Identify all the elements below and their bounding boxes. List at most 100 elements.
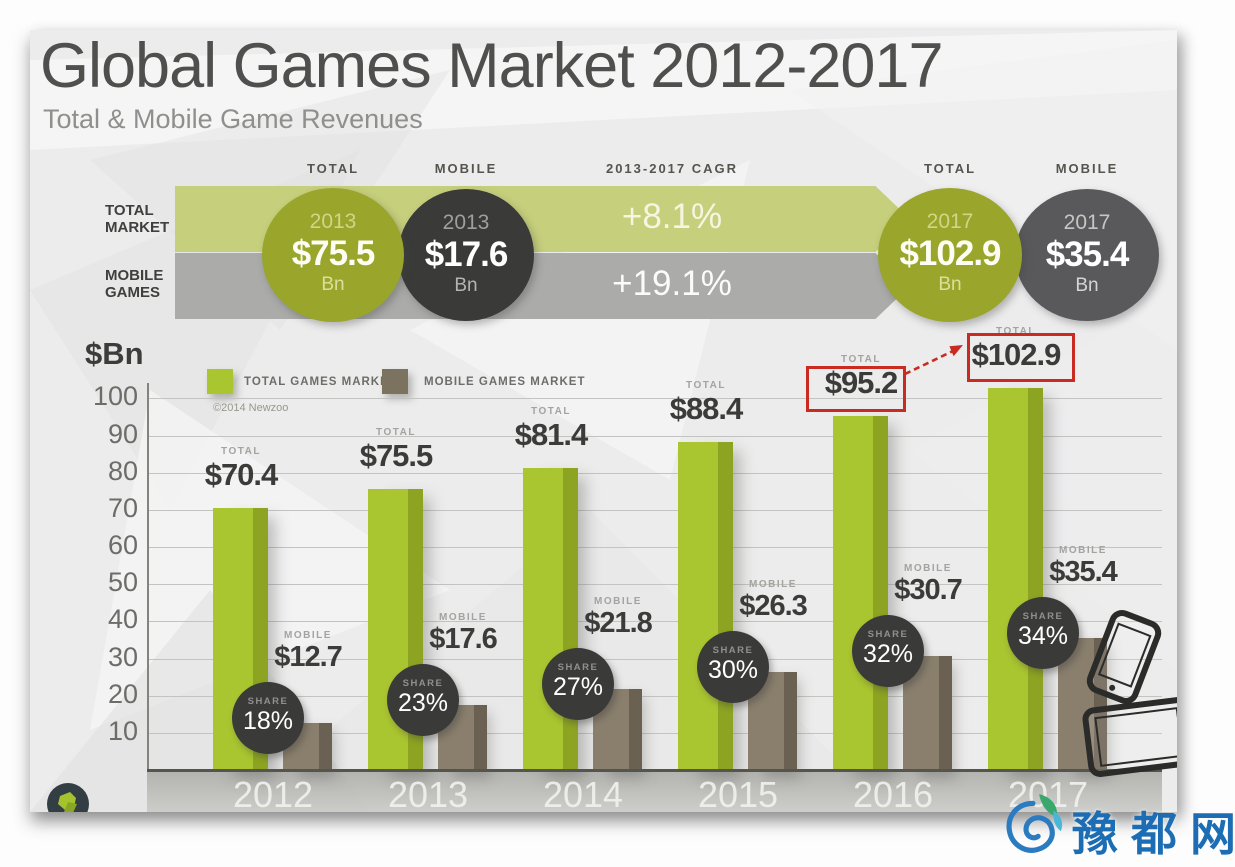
share-badge-2014: SHARE 27% [542,647,614,720]
gridline-70 [148,509,1162,511]
header-total-2017: TOTAL [923,161,977,176]
circle-year: 2017 [1063,211,1111,234]
total-label-header: TOTAL [996,325,1036,337]
share-value: 27% [552,672,604,701]
mobile-bar-side-2014 [629,688,642,770]
share-label: SHARE [1022,611,1064,623]
gridline-10 [148,732,1162,734]
mobile-label-header: MOBILE [439,611,487,623]
circle-unit: Bn [1075,275,1099,296]
total-value-2016: TOTAL $95.2 [786,354,936,401]
total-label-value: $70.4 [204,457,279,493]
total-bar-2014 [523,467,563,770]
y-tick-40: 40 [107,604,138,635]
total-label-value: $81.4 [514,416,589,452]
mobile-bar-side-2015 [784,672,797,770]
total-label-value: $88.4 [669,390,744,426]
circle-year: 2013 [442,211,490,234]
cagr-mobile-value: +19.1% [612,264,732,303]
watermark-text: 豫都网 [1072,808,1235,860]
highlight-box-2016-total [806,366,906,412]
watermark: 豫都网 [998,790,1235,867]
cagr-total-value: +8.1% [621,197,723,236]
total-value-2013: TOTAL $75.5 [321,427,471,474]
total-value-2015: TOTAL $88.4 [631,380,781,427]
gridline-80 [148,472,1162,474]
y-tick-100: 100 [92,381,138,412]
mobile-label-header: MOBILE [749,579,797,591]
share-value: 18% [242,706,294,735]
mobile-label-value: $26.3 [739,590,808,623]
share-label: SHARE [402,677,444,689]
highlight-arrow [904,345,963,376]
total-label-value: $102.9 [971,336,1062,372]
total-label-value: $75.5 [359,438,434,474]
mobile-value-2016: MOBILE $30.7 [853,563,1003,607]
circle-year: 2013 [309,210,357,233]
share-label: SHARE [712,645,754,657]
row-label-line: MOBILE [105,267,164,284]
gridline-100 [148,398,1162,400]
circle-value: $35.4 [1045,235,1130,274]
legend-label-mobile: MOBILE GAMES MARKET [424,376,586,388]
header-mobile-2013: MOBILE [434,161,498,176]
share-label: SHARE [867,628,909,640]
total-label-value: $95.2 [824,365,899,401]
row-label-line: GAMES [105,284,161,301]
year-label-2012: 2012 [232,774,314,812]
header-mobile-2017: MOBILE [1055,161,1119,176]
circle-unit: Bn [321,274,345,295]
mobile-value-2012: MOBILE $12.7 [233,630,383,674]
row-label-total-market: TOTAL MARKET [105,202,169,236]
mobile-label-value: $17.6 [429,622,498,655]
mobile-value-2017: MOBILE $35.4 [1008,545,1158,589]
y-axis-unit-label: $Bn [85,336,144,371]
total-bar-side-2017 [1028,387,1043,770]
mobile-label-header: MOBILE [284,629,332,641]
share-label: SHARE [247,695,289,707]
gridline-30 [148,658,1162,660]
x-axis-baseline [147,769,1162,772]
bar-chart: 10 20 30 40 50 60 70 80 90 100 TOTAL $70.4 MOBILE $12… [30,30,1177,812]
copyright-note: ©2014 Newzoo [213,402,289,414]
year-label-2015: 2015 [697,774,779,812]
total-value-2012: TOTAL $70.4 [166,446,316,493]
watermark-logo-icon [1006,794,1063,853]
gridline-40 [148,621,1162,623]
year-label-2014: 2014 [542,774,624,812]
y-tick-70: 70 [107,492,138,523]
gridline-20 [148,695,1162,697]
highlight-box-2017-total [967,333,1075,382]
mobile-label-value: $12.7 [274,640,343,673]
row-label-line: MARKET [105,219,170,236]
share-label: SHARE [557,661,599,673]
total-label-header: TOTAL [686,379,726,391]
mobile-label-value: $21.8 [584,606,653,639]
total-bar-2015 [678,441,718,770]
x-axis-band [147,772,1162,812]
gridline-50 [148,584,1162,586]
gridline-60 [148,547,1162,549]
share-value: 34% [1017,622,1069,651]
total-label-header: TOTAL [376,427,416,439]
row-label-line: TOTAL [105,202,154,219]
share-badge-2017: SHARE 34% [1007,597,1079,670]
share-badge-2016: SHARE 32% [852,614,924,687]
total-bar-2016 [833,416,873,770]
mobile-label-value: $30.7 [894,573,963,606]
mobile-label-header: MOBILE [594,595,642,607]
y-tick-50: 50 [107,567,138,598]
newzoo-logo-icon [47,783,89,812]
mobile-bar-side-2012 [319,722,332,770]
share-badge-2015: SHARE 30% [697,631,769,704]
total-value-2017: TOTAL $102.9 [941,326,1091,373]
share-value: 30% [707,656,759,685]
mobile-label-header: MOBILE [904,562,952,574]
header-total-2013: TOTAL [306,161,360,176]
y-tick-90: 90 [107,418,138,449]
total-label-header: TOTAL [841,354,881,366]
gridline-90 [148,435,1162,437]
circle-value: $75.5 [291,234,376,273]
circle-year: 2017 [926,210,974,233]
circle-value: $102.9 [899,234,1001,273]
